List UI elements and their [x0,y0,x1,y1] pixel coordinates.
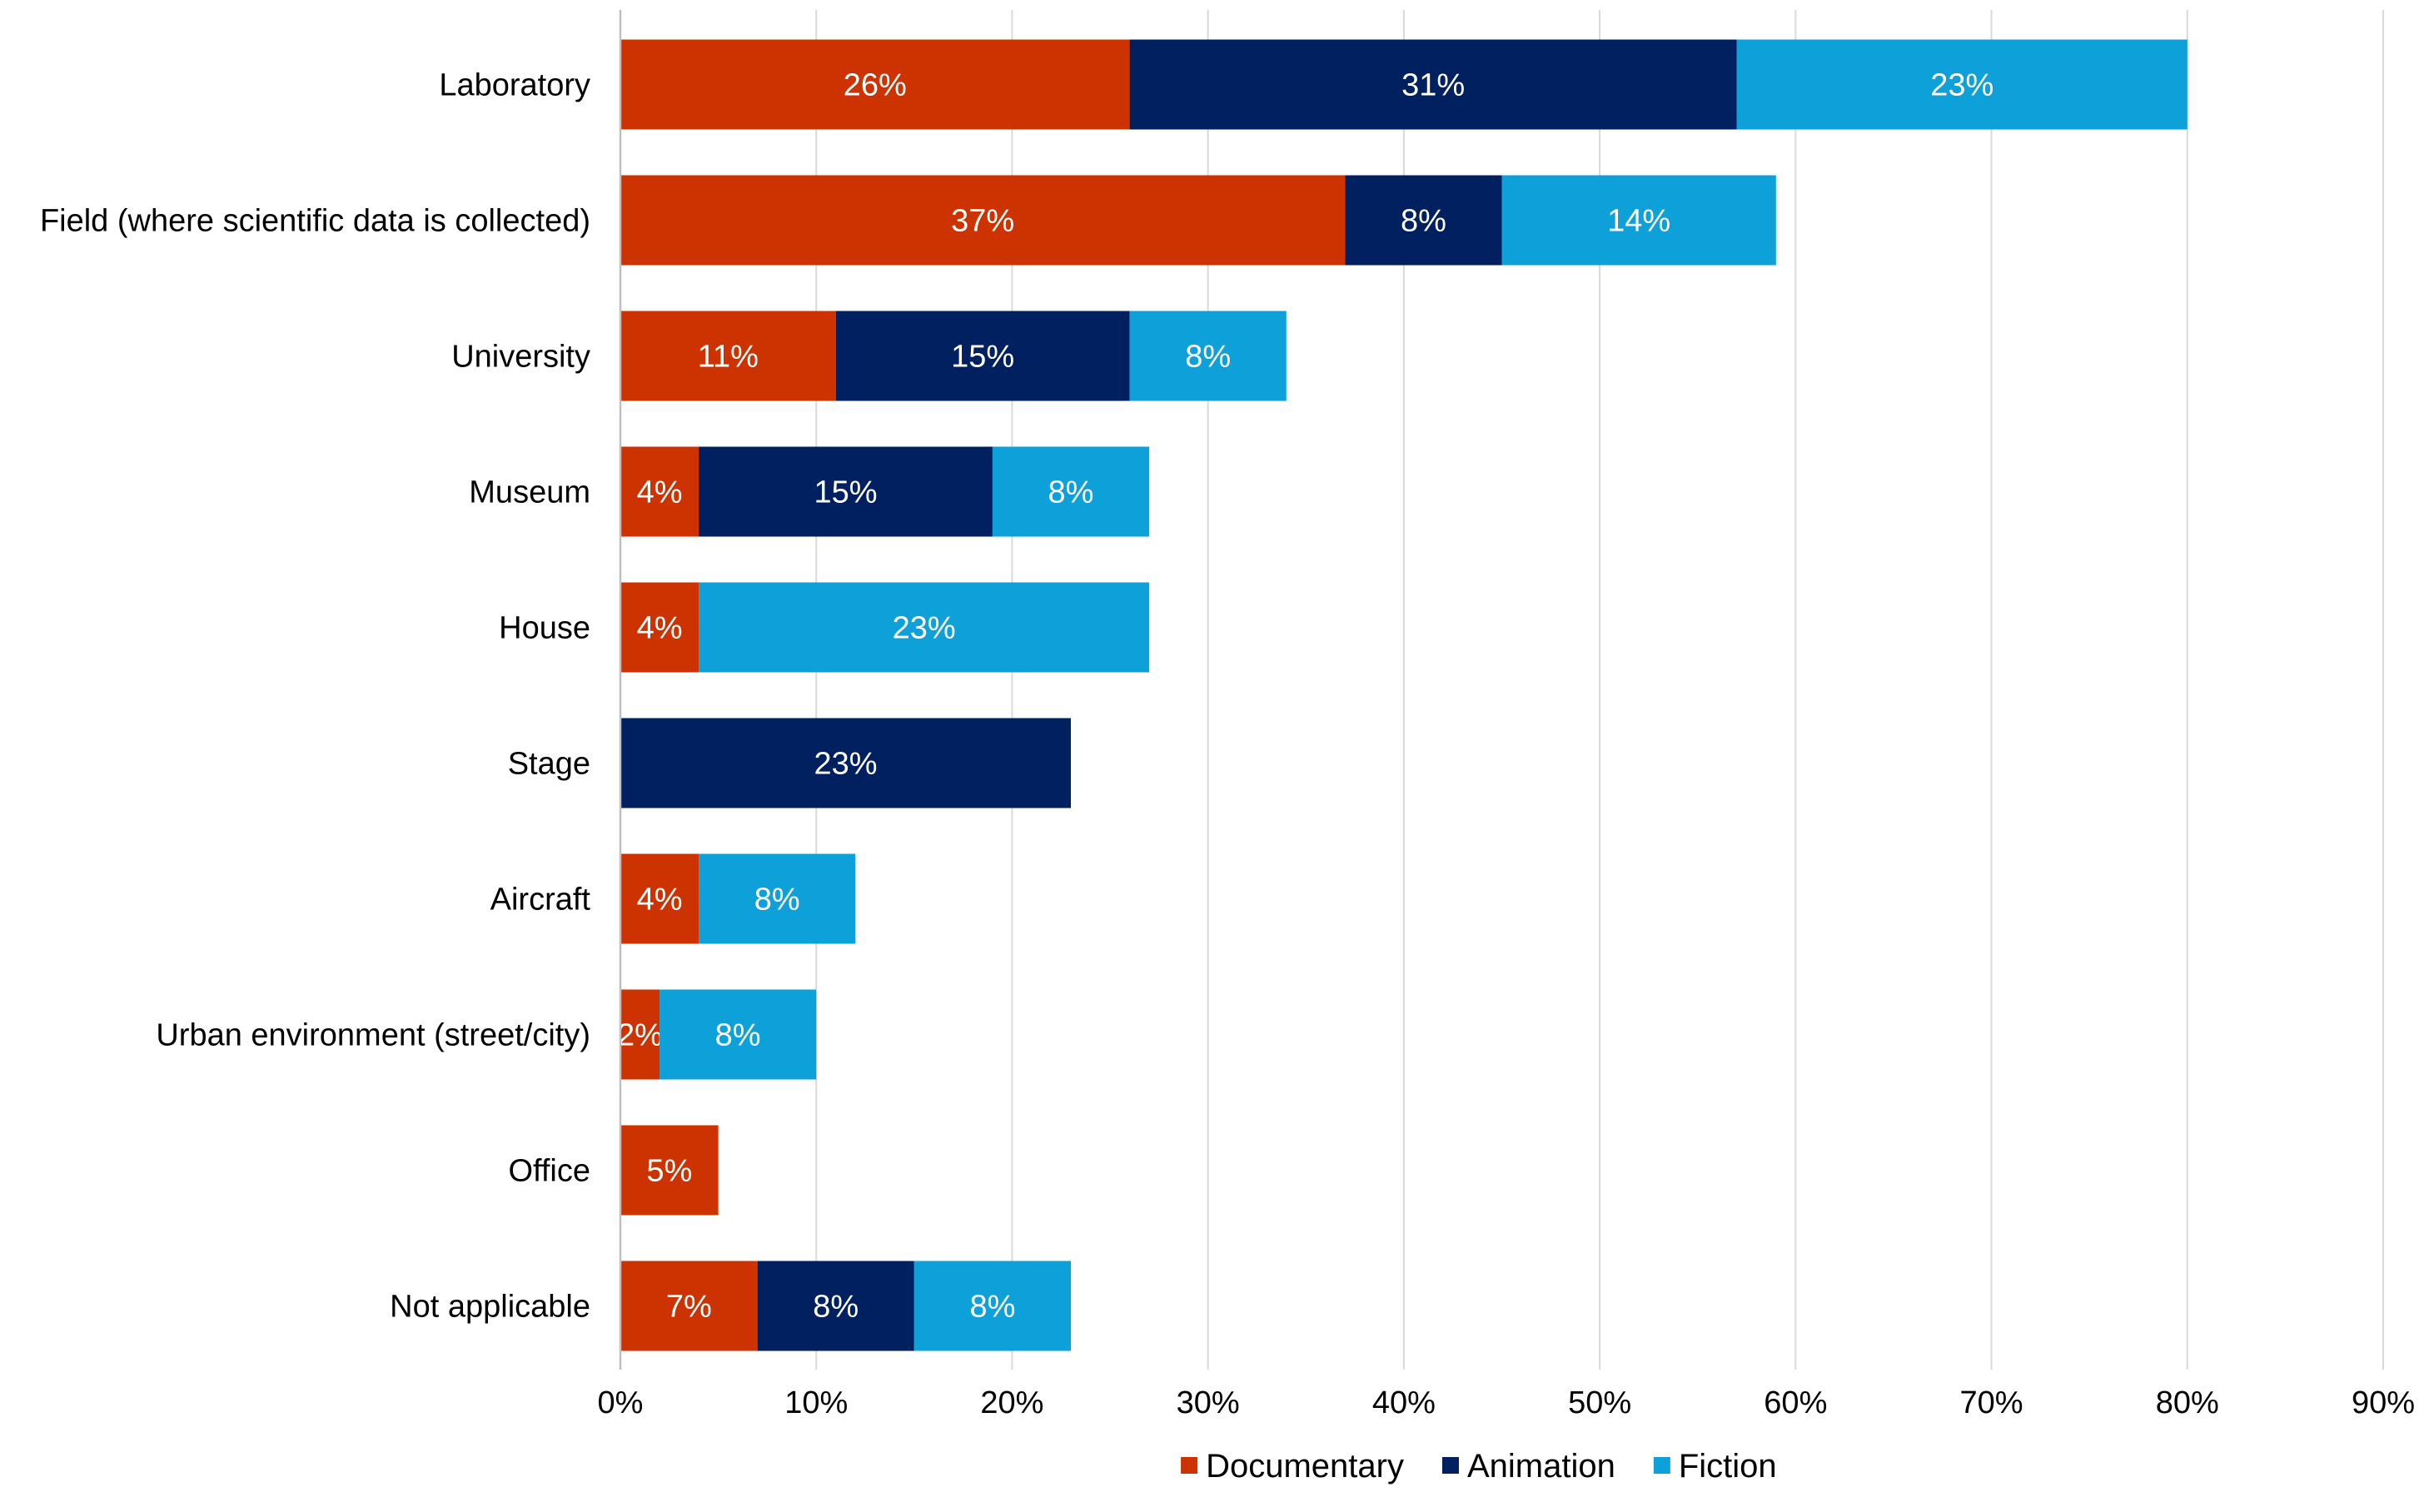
category-label: Office [508,1154,590,1189]
bar-segment [757,1261,914,1351]
bar-segment [620,175,1346,266]
data-label: 23% [893,611,956,646]
data-label: 8% [1401,204,1446,239]
data-label: 23% [814,747,877,782]
bar-segment [660,989,817,1080]
x-tick-label: 10% [784,1385,848,1420]
data-label: 8% [715,1018,761,1053]
legend-swatch [1181,1457,1198,1474]
category-label: Laboratory [439,68,590,103]
legend-swatch [1653,1457,1670,1474]
x-tick-label: 0% [598,1385,644,1420]
x-tick-label: 30% [1177,1385,1240,1420]
bar-segment [835,311,1130,401]
data-label: 37% [951,204,1014,239]
bar-segment [1736,39,2188,130]
data-label: 4% [637,883,683,918]
legend-label: Animation [1467,1448,1615,1485]
data-label: 5% [646,1154,692,1189]
bar-segment [699,446,993,537]
data-label: 8% [1048,475,1094,510]
legend-label: Fiction [1679,1448,1777,1485]
bar-segment [620,39,1130,130]
legend-label: Documentary [1206,1448,1404,1485]
x-tick-label: 70% [1960,1385,2023,1420]
bar-segment [620,311,836,401]
category-label: Field (where scientific data is collecte… [40,204,590,239]
bars: 26% 31% 23% 37% 8% 14% 11% 15% 8% 4% 15% 8% 4% 23% 23%… [617,39,2188,1351]
data-label: 4% [637,475,683,510]
category-label: Stage [508,747,590,782]
bar-segment [620,853,699,944]
bar-segment [1345,175,1502,266]
x-tick-label: 60% [1764,1385,1827,1420]
x-tick-label: 50% [1568,1385,1631,1420]
bar-segment [620,989,660,1080]
category-label: Not applicable [390,1290,590,1325]
category-label: Museum [469,475,590,510]
bar-segment [1129,39,1737,130]
legend-swatch [1441,1457,1459,1474]
data-label: 26% [844,68,907,103]
bar-segment [699,853,856,944]
data-label: 23% [1930,68,1993,103]
data-label: 11% [698,340,759,375]
data-label: 8% [813,1290,859,1325]
data-label: 31% [1401,68,1465,103]
bar-segment [699,582,1150,673]
bar-segment [992,446,1150,537]
legend-item: Animation [1441,1448,1615,1485]
data-label: 8% [969,1290,1015,1325]
x-tick-label: 90% [2352,1385,2415,1420]
bar-segment [620,1261,758,1351]
axes: Laboratory Field (where scientific data i… [40,10,2415,1420]
data-label: 2% [617,1018,663,1053]
bar-segment [913,1261,1072,1351]
legend-item: Documentary [1181,1448,1404,1485]
legend: Documentary Animation Fiction [1181,1448,1777,1485]
bar-segment [620,582,699,673]
data-label: 4% [637,611,683,646]
bar-segment [620,718,1072,808]
data-label: 8% [1185,340,1231,375]
x-tick-label: 80% [2156,1385,2219,1420]
data-label: 8% [754,883,800,918]
data-label: 7% [666,1290,712,1325]
bar-segment [620,1125,719,1216]
x-tick-label: 20% [980,1385,1043,1420]
data-label: 15% [814,475,877,510]
bar-segment [620,446,699,537]
x-tick-label: 40% [1372,1385,1436,1420]
category-label: Urban environment (street/city) [156,1018,590,1053]
bar-segment [1501,175,1776,266]
data-label: 14% [1607,204,1670,239]
bar-segment [1129,311,1287,401]
category-label: House [499,611,590,646]
category-label: University [451,340,590,375]
legend-item: Fiction [1653,1448,1777,1485]
category-label: Aircraft [490,883,591,918]
data-label: 15% [951,340,1014,375]
